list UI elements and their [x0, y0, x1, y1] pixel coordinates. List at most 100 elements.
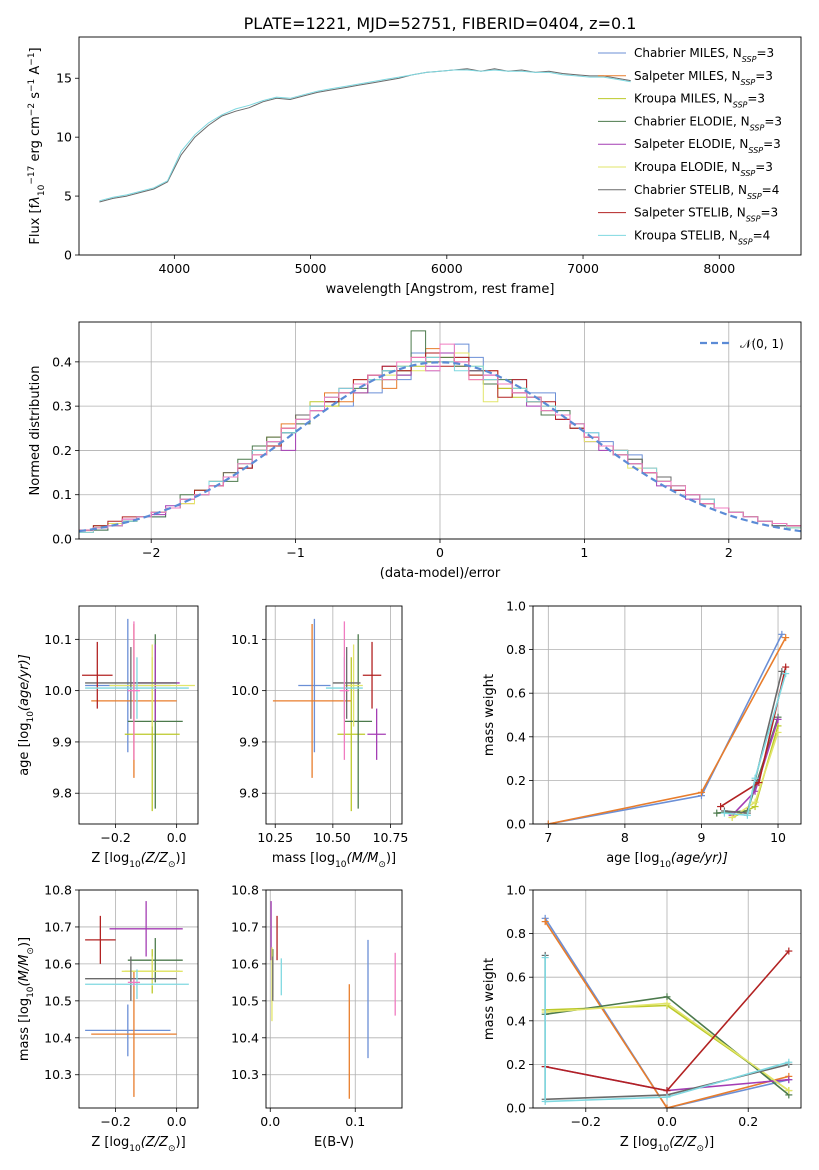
normal-curve	[79, 361, 801, 533]
y-tick-label: 10.4	[44, 1030, 72, 1045]
x-axis-label-part: )]	[176, 1135, 186, 1150]
x-tick-label: 0.1	[345, 1114, 365, 1129]
x-tick-label: 0.0	[167, 830, 187, 845]
plot-area-spectrum	[99, 68, 631, 203]
legend-suffix: =4	[753, 228, 771, 242]
y-axis-label-part: (age/yr)]	[17, 654, 32, 711]
x-tick-label: 0.0	[167, 1114, 187, 1129]
weight-line-Kroupa STELIB	[724, 673, 787, 817]
plot-area-weight_vs_age	[544, 630, 790, 824]
y-axis-label-part: A	[28, 66, 43, 79]
y-tick-label: 0	[64, 248, 72, 263]
y-tick-label: 9.8	[52, 786, 72, 801]
y-tick-label: 1.0	[506, 599, 526, 614]
axes-frame	[78, 889, 199, 1109]
y-tick-label: 15	[56, 71, 72, 86]
y-tick-label: 10.7	[231, 919, 259, 934]
y-axis-label: mass weight	[482, 958, 497, 1040]
x-axis-label-part: age [log	[606, 851, 659, 866]
axes-frame	[265, 605, 403, 825]
x-tick-label: 6000	[431, 261, 463, 276]
y-tick-label: 10.4	[231, 1030, 259, 1045]
y-axis-label-part: Flux [f	[28, 203, 43, 244]
x-axis-label: (data-model)/error	[380, 566, 501, 581]
y-tick-label: 10.5	[44, 993, 72, 1008]
y-tick-label: 0.0	[52, 532, 72, 547]
legend-text: Chabrier ELODIE, N	[634, 114, 750, 128]
x-axis-label-part: (M/M	[347, 851, 379, 866]
axes-frame	[265, 889, 403, 1109]
legend-sub: SSP	[750, 123, 765, 132]
x-axis-label-part: )]	[386, 851, 396, 866]
x-tick-label: −2	[142, 545, 160, 560]
x-tick-label: 9	[697, 830, 705, 845]
legend-sub: SSP	[747, 191, 762, 200]
y-tick-label: 0.2	[506, 1057, 526, 1072]
x-tick-label: 7	[544, 830, 552, 845]
y-tick-label: 0.4	[52, 354, 72, 369]
y-axis-label: age [log10(age/yr)]	[17, 654, 36, 776]
legend-text: Chabrier MILES, N	[634, 46, 742, 60]
legend-text: Kroupa MILES, N	[634, 92, 733, 106]
legend-text: Salpeter MILES, N	[634, 69, 741, 83]
legend-suffix: =3	[764, 114, 782, 128]
plot-area-mass_vs_ebv	[270, 901, 396, 1099]
y-axis-label: Normed distribution	[28, 366, 43, 496]
weight-line-Kroupa STELIB	[544, 957, 790, 1103]
x-tick-label: 7000	[567, 261, 599, 276]
y-axis-label-part: 10	[26, 711, 36, 723]
y-axis-label-part: ⊙	[26, 947, 36, 955]
legend-suffix: =3	[755, 69, 773, 83]
x-axis-label-part: (Z/Z	[141, 1135, 169, 1150]
legend-entry: Chabrier MILES, NSSP=3	[634, 46, 774, 64]
x-axis-label-part: (age/yr)]	[671, 851, 728, 866]
y-tick-label: 10	[56, 130, 72, 145]
y-axis-label-part: −1	[27, 52, 37, 65]
x-axis-label-part: Z [log	[91, 1135, 129, 1150]
weight-line-Salpeter MILES	[544, 921, 790, 1108]
y-tick-label: 10.1	[44, 632, 72, 647]
x-axis-label-part: 10	[335, 860, 347, 870]
legend-suffix: =4	[762, 183, 780, 197]
axes-frame	[532, 889, 802, 1109]
chart-age_vs_mass: 10.25 10.50 10.75 9.8 9.9 10.0 10.1 mass [log10…	[231, 605, 408, 870]
axes-frame	[78, 321, 802, 540]
x-tick-label: −0.2	[100, 830, 130, 845]
legend-sub: SSP	[742, 55, 757, 64]
axes-frame	[78, 36, 802, 256]
weight-line-Chabrier MILES	[548, 633, 783, 824]
y-tick-label: 9.9	[52, 734, 72, 749]
x-tick-label: −0.2	[100, 1114, 130, 1129]
y-tick-label: 10.5	[231, 993, 259, 1008]
y-axis-label: mass weight	[482, 674, 497, 756]
legend-text: Kroupa ELODIE, N	[634, 160, 741, 174]
y-tick-label: 0.2	[506, 773, 526, 788]
legend-suffix: =3	[755, 160, 773, 174]
plot-area-mass_vs_z	[85, 901, 189, 1097]
y-tick-label: 0.3	[52, 399, 72, 414]
x-axis-label-part: )]	[176, 851, 186, 866]
figure-title: PLATE=1221, MJD=52751, FIBERID=0404, z=0…	[244, 14, 637, 33]
y-axis-label-part: )]	[17, 937, 32, 947]
x-axis-label-part: Z [log	[620, 1135, 658, 1150]
legend-suffix: =3	[747, 92, 765, 106]
legend-text: Kroupa STELIB, N	[634, 228, 738, 242]
y-tick-label: 10.8	[231, 883, 259, 898]
y-tick-label: 10.6	[231, 956, 259, 971]
y-tick-label: 10.0	[44, 683, 72, 698]
legend-entry: Chabrier STELIB, NSSP=4	[634, 183, 779, 201]
x-tick-label: 0.2	[738, 1114, 758, 1129]
weight-line-Chabrier MILES	[544, 917, 789, 1108]
y-tick-label: 0.1	[52, 487, 72, 502]
x-axis-label: mass [log10(M/M⊙)]	[272, 851, 396, 870]
y-tick-label: 0.0	[506, 1101, 526, 1116]
x-tick-label: 10	[770, 830, 786, 845]
legend-entry: 𝒩(0, 1)	[740, 337, 784, 351]
legend-suffix: =3	[763, 137, 781, 151]
x-axis-label: Z [log10(Z/Z⊙)]	[620, 1135, 714, 1154]
plot-area-weight_vs_z	[541, 914, 793, 1108]
x-axis-label-part: 10	[659, 860, 671, 870]
y-axis-label-part: −2	[27, 103, 37, 116]
x-tick-label: 10.25	[257, 830, 293, 845]
plot-area-age_vs_mass	[272, 618, 386, 812]
